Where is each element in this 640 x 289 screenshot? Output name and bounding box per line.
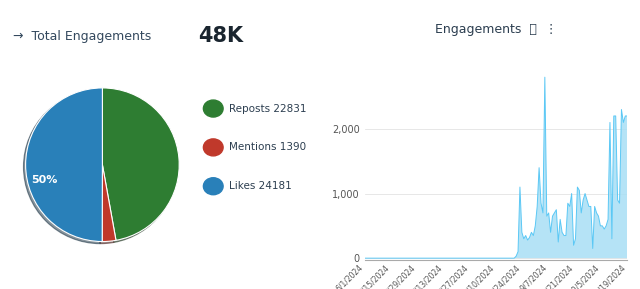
Text: 50%: 50% — [31, 175, 58, 185]
Text: Mentions 1390: Mentions 1390 — [228, 142, 306, 152]
Circle shape — [204, 178, 223, 195]
Circle shape — [204, 100, 223, 117]
Text: Engagements  ⓘ  ⋮: Engagements ⓘ ⋮ — [435, 23, 557, 36]
Text: 48K: 48K — [198, 26, 244, 46]
Circle shape — [204, 139, 223, 156]
Text: Reposts 22831: Reposts 22831 — [228, 103, 306, 114]
Wedge shape — [26, 88, 102, 242]
Wedge shape — [102, 165, 116, 242]
Text: Likes 24181: Likes 24181 — [228, 181, 291, 191]
Text: 47.2%: 47.2% — [45, 265, 83, 275]
Text: →  Total Engagements: → Total Engagements — [13, 30, 155, 42]
Wedge shape — [102, 88, 179, 240]
